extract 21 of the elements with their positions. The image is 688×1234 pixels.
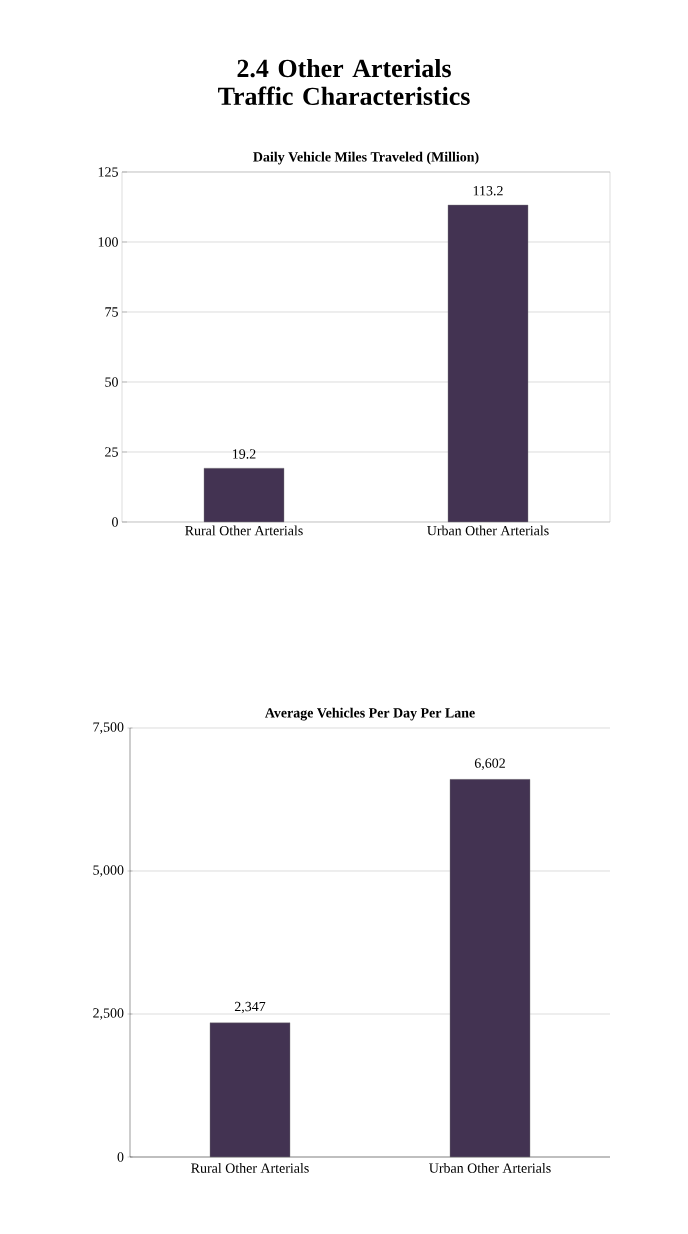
y-tick-label: 0 xyxy=(112,517,118,527)
y-tick-label: 7,500 xyxy=(93,722,124,734)
x-tick-label: Rural Other Arterials xyxy=(185,525,303,536)
y-tick-label: 50 xyxy=(105,377,118,387)
chart-subtitle: Daily Vehicle Miles Traveled (Million) xyxy=(253,151,479,165)
data-label: 19.2 xyxy=(233,449,256,459)
data-label: 6,602 xyxy=(474,758,505,770)
y-tick-label: 2,500 xyxy=(93,1008,124,1020)
y-tick-label: 125 xyxy=(98,167,118,177)
y-tick-label: 5,000 xyxy=(93,865,124,877)
x-tick-label: Urban Other Arterials xyxy=(429,1163,551,1173)
x-tick-label: Rural Other Arterials xyxy=(191,1163,309,1173)
y-tick-label: 0 xyxy=(117,1152,124,1162)
chart-title: Average Vehicles Per Day Per Lane xyxy=(264,707,475,721)
y-tick-label: 25 xyxy=(105,447,118,457)
chart-title: 2.4 Other Arterials Traffic Characteristics xyxy=(218,58,470,106)
y-tick-label: 75 xyxy=(105,307,118,317)
x-tick-label: Urban Other Arterials xyxy=(427,525,549,536)
data-label: 113.2 xyxy=(473,186,503,196)
data-label: 2,347 xyxy=(234,1001,266,1014)
y-tick-label: 100 xyxy=(98,237,118,247)
